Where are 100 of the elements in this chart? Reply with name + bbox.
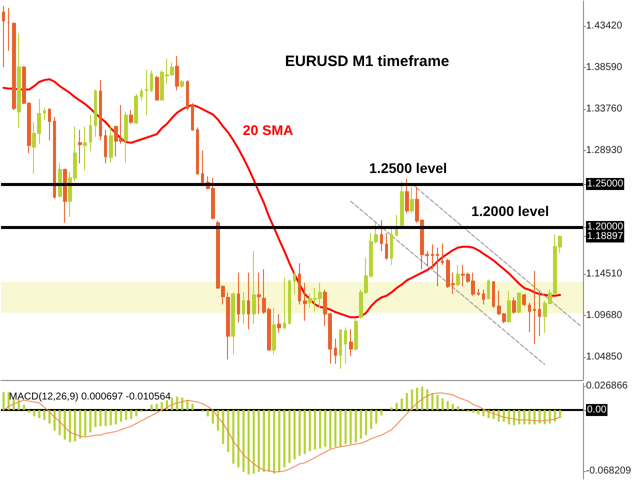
bar — [344, 410, 347, 444]
candlestick — [145, 69, 148, 116]
candlestick — [522, 294, 526, 307]
bar — [43, 410, 46, 420]
candlestick — [186, 80, 189, 111]
candlestick — [175, 56, 179, 91]
candlestick — [507, 290, 511, 324]
candlestick — [288, 278, 291, 325]
bar — [319, 410, 322, 449]
bar — [446, 401, 449, 410]
y-tick-label: 0.00 — [587, 404, 607, 416]
bar — [156, 404, 158, 410]
candlestick — [237, 272, 240, 323]
candlestick — [380, 220, 383, 252]
bar — [104, 410, 107, 426]
line-series — [411, 184, 581, 326]
bar — [339, 410, 342, 447]
candlestick — [334, 338, 337, 364]
candlestick — [89, 114, 92, 152]
bar — [242, 410, 245, 472]
y-tick-label: 1.20000 — [587, 222, 624, 233]
candlestick — [533, 270, 536, 344]
bar — [283, 410, 286, 468]
bar — [206, 410, 209, 416]
bar — [518, 410, 520, 424]
bar — [442, 398, 444, 410]
candlestick — [303, 282, 307, 322]
candlestick — [48, 108, 51, 141]
bar — [89, 410, 92, 432]
bar — [84, 410, 86, 436]
candlestick — [242, 292, 245, 325]
bar — [396, 402, 398, 410]
bar — [262, 410, 265, 472]
bar — [273, 410, 276, 474]
bar — [482, 410, 485, 416]
bar — [278, 410, 280, 472]
bar — [268, 410, 270, 472]
bar — [114, 410, 117, 424]
candlestick — [150, 70, 153, 93]
y-tick-label: 1.28930 — [586, 144, 623, 156]
bar — [58, 410, 61, 436]
candlestick — [83, 126, 87, 171]
bar — [477, 410, 480, 415]
bar — [548, 410, 551, 424]
candlestick — [231, 292, 235, 355]
y-tick-label: 1.43420 — [586, 20, 623, 32]
candlestick — [405, 178, 409, 214]
ref-line-label: 1.2000 level — [471, 203, 550, 220]
candlestick — [349, 328, 353, 356]
bar — [360, 410, 362, 439]
candlestick — [441, 242, 444, 266]
candlestick — [191, 102, 194, 132]
candlestick — [354, 318, 358, 352]
candlestick — [180, 80, 184, 88]
candlestick — [124, 111, 128, 164]
bar — [472, 410, 474, 413]
candlestick — [129, 110, 133, 124]
bar — [232, 410, 234, 464]
y-tick-label: 1.04850 — [586, 352, 623, 363]
candlestick — [344, 327, 347, 364]
candlestick — [12, 22, 16, 111]
candlestick — [257, 272, 261, 314]
bar — [33, 410, 36, 416]
candlestick — [7, 7, 10, 52]
y-tick-label: 1.38590 — [586, 62, 623, 73]
y-tick-label: 1.33760 — [586, 103, 623, 114]
y-tick-label: 1.18897 — [587, 231, 624, 242]
bar — [498, 410, 500, 422]
candlestick — [155, 75, 159, 102]
candlestick — [456, 264, 460, 287]
bar — [350, 410, 352, 444]
y-tick-label: 0.026866 — [586, 380, 628, 392]
candlestick — [99, 80, 102, 141]
bar — [452, 404, 454, 410]
candlestick — [43, 107, 46, 121]
bar — [375, 410, 378, 424]
bar — [400, 398, 403, 410]
candlestick — [390, 227, 393, 266]
bar — [64, 410, 66, 440]
candlestick — [63, 168, 67, 224]
bar — [68, 410, 71, 442]
bar — [314, 410, 316, 450]
candlestick — [277, 313, 281, 334]
candlestick — [431, 244, 434, 270]
bar — [308, 410, 311, 452]
candlestick — [528, 302, 531, 332]
candlestick — [482, 289, 485, 305]
bar — [370, 410, 372, 429]
bar — [38, 410, 40, 418]
bar — [329, 410, 332, 449]
candlestick — [385, 232, 388, 260]
candlestick — [293, 272, 296, 295]
candlestick — [298, 262, 301, 305]
candlestick — [512, 296, 516, 314]
candlestick — [339, 328, 342, 370]
y-tick-label: -0.068209 — [586, 466, 632, 477]
candlestick — [196, 126, 199, 176]
bar — [364, 410, 368, 436]
candlestick — [538, 290, 541, 337]
bar — [94, 410, 97, 428]
